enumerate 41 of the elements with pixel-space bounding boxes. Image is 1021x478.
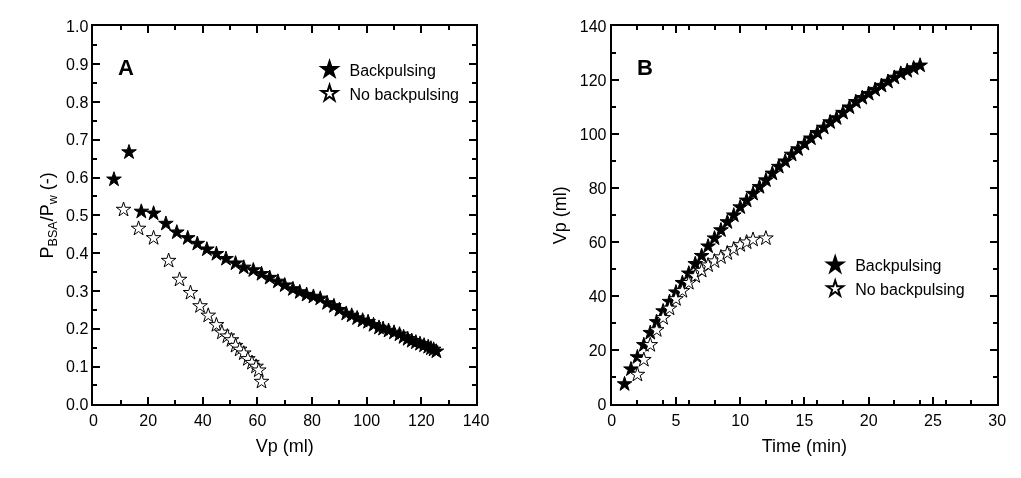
legend-label: No backpulsing <box>855 281 965 299</box>
y-tick-label: 100 <box>579 125 607 143</box>
annotation: A <box>118 55 134 80</box>
y-tick-label: 0.6 <box>66 169 89 187</box>
y-tick-label: 80 <box>588 179 607 197</box>
y-tick-label: 40 <box>588 287 607 305</box>
y-tick-label: 60 <box>588 233 607 251</box>
y-axis-title: Vp (ml) <box>550 186 571 245</box>
y-tick-label: 0.0 <box>66 395 89 413</box>
y-tick-label: 120 <box>579 71 607 89</box>
y-tick-label: 0.1 <box>66 358 89 376</box>
x-tick-label: 20 <box>139 411 158 429</box>
x-tick-label: 140 <box>462 411 490 429</box>
x-axis-title: Time (min) <box>761 436 848 457</box>
x-tick-label: 40 <box>193 411 212 429</box>
x-tick-label: 60 <box>248 411 267 429</box>
y-tick-label: 0.4 <box>66 244 89 262</box>
y-tick-label: 0 <box>597 395 607 413</box>
x-tick-label: 100 <box>353 411 381 429</box>
y-tick-label: 0.5 <box>66 206 89 224</box>
y-tick-label: 20 <box>588 341 607 359</box>
x-tick-label: 5 <box>671 411 681 429</box>
x-tick-label: 80 <box>303 411 322 429</box>
y-tick-label: 140 <box>579 17 607 35</box>
x-tick-label: 25 <box>924 411 942 429</box>
y-tick-label: 0.8 <box>66 93 89 111</box>
x-tick-label: 10 <box>731 411 750 429</box>
legend-label: No backpulsing <box>349 85 459 103</box>
annotation: B <box>637 55 653 80</box>
legend-label: Backpulsing <box>855 257 942 275</box>
x-tick-label: 120 <box>408 411 435 429</box>
y-tick-label: 0.3 <box>66 282 89 300</box>
x-axis-title: Vp (ml) <box>255 436 314 457</box>
y-tick-label: 1.0 <box>66 17 89 35</box>
y-tick-label: 0.7 <box>66 131 89 149</box>
x-tick-label: 20 <box>859 411 878 429</box>
y-tick-label: 0.2 <box>66 320 89 338</box>
legend-label: Backpulsing <box>349 61 436 79</box>
x-tick-label: 15 <box>795 411 814 429</box>
y-tick-label: 0.9 <box>66 55 89 73</box>
x-tick-label: 30 <box>988 411 1007 429</box>
